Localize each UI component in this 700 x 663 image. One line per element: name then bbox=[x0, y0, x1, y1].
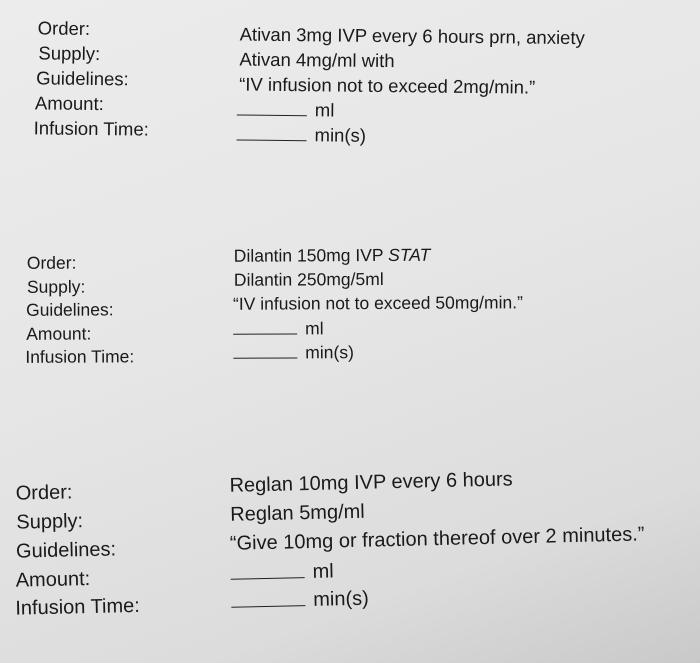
order-value: Ativan 3mg IVP every 6 hours prn, anxiet… bbox=[239, 23, 585, 49]
amount-unit: ml bbox=[314, 99, 335, 121]
guidelines-label: Guidelines: bbox=[15, 538, 117, 563]
supply-label: Supply: bbox=[38, 42, 101, 65]
time-blank[interactable] bbox=[236, 139, 307, 142]
amount-unit: ml bbox=[312, 560, 334, 583]
order-label: Order: bbox=[26, 252, 77, 273]
time-answer[interactable]: min(s) bbox=[233, 342, 354, 364]
amount-blank[interactable] bbox=[233, 333, 298, 335]
infusion-time-label: Infusion Time: bbox=[15, 594, 141, 620]
supply-label: Supply: bbox=[16, 510, 84, 534]
order-value: Dilantin 150mg IVP STAT bbox=[234, 245, 431, 267]
order-value: Reglan 10mg IVP every 6 hours bbox=[229, 468, 513, 497]
time-unit: min(s) bbox=[314, 124, 367, 146]
order-label: Order: bbox=[15, 481, 73, 505]
time-blank[interactable] bbox=[233, 357, 298, 359]
infusion-time-label: Infusion Time: bbox=[25, 346, 135, 367]
order-label: Order: bbox=[37, 17, 91, 39]
time-answer[interactable]: min(s) bbox=[231, 588, 369, 614]
time-answer[interactable]: min(s) bbox=[236, 123, 366, 146]
guidelines-value: “IV infusion not to exceed 2mg/min.” bbox=[239, 73, 536, 98]
infusion-time-label: Infusion Time: bbox=[33, 117, 149, 140]
supply-value: Dilantin 250mg/5ml bbox=[233, 268, 384, 290]
amount-label: Amount: bbox=[26, 323, 92, 344]
guidelines-value: “Give 10mg or fraction thereof over 2 mi… bbox=[229, 523, 645, 555]
supply-value: Ativan 4mg/ml with bbox=[239, 48, 395, 72]
time-blank[interactable] bbox=[231, 605, 306, 608]
amount-unit: ml bbox=[305, 318, 324, 339]
supply-value: Reglan 5mg/ml bbox=[230, 500, 365, 526]
supply-label: Supply: bbox=[26, 276, 86, 297]
amount-answer[interactable]: ml bbox=[230, 560, 334, 585]
guidelines-label: Guidelines: bbox=[25, 299, 114, 320]
amount-blank[interactable] bbox=[230, 577, 305, 580]
time-unit: min(s) bbox=[312, 587, 369, 611]
amount-label: Amount: bbox=[15, 567, 91, 592]
order-text: Dilantin 150mg IVP bbox=[233, 244, 384, 266]
amount-blank[interactable] bbox=[236, 114, 307, 117]
amount-answer[interactable]: ml bbox=[236, 98, 335, 121]
order-stat: STAT bbox=[388, 244, 431, 265]
amount-answer[interactable]: ml bbox=[233, 318, 324, 339]
time-unit: min(s) bbox=[305, 342, 354, 363]
guidelines-value: “IV infusion not to exceed 50mg/min.” bbox=[232, 292, 523, 314]
amount-label: Amount: bbox=[34, 92, 104, 115]
guidelines-label: Guidelines: bbox=[36, 67, 129, 90]
